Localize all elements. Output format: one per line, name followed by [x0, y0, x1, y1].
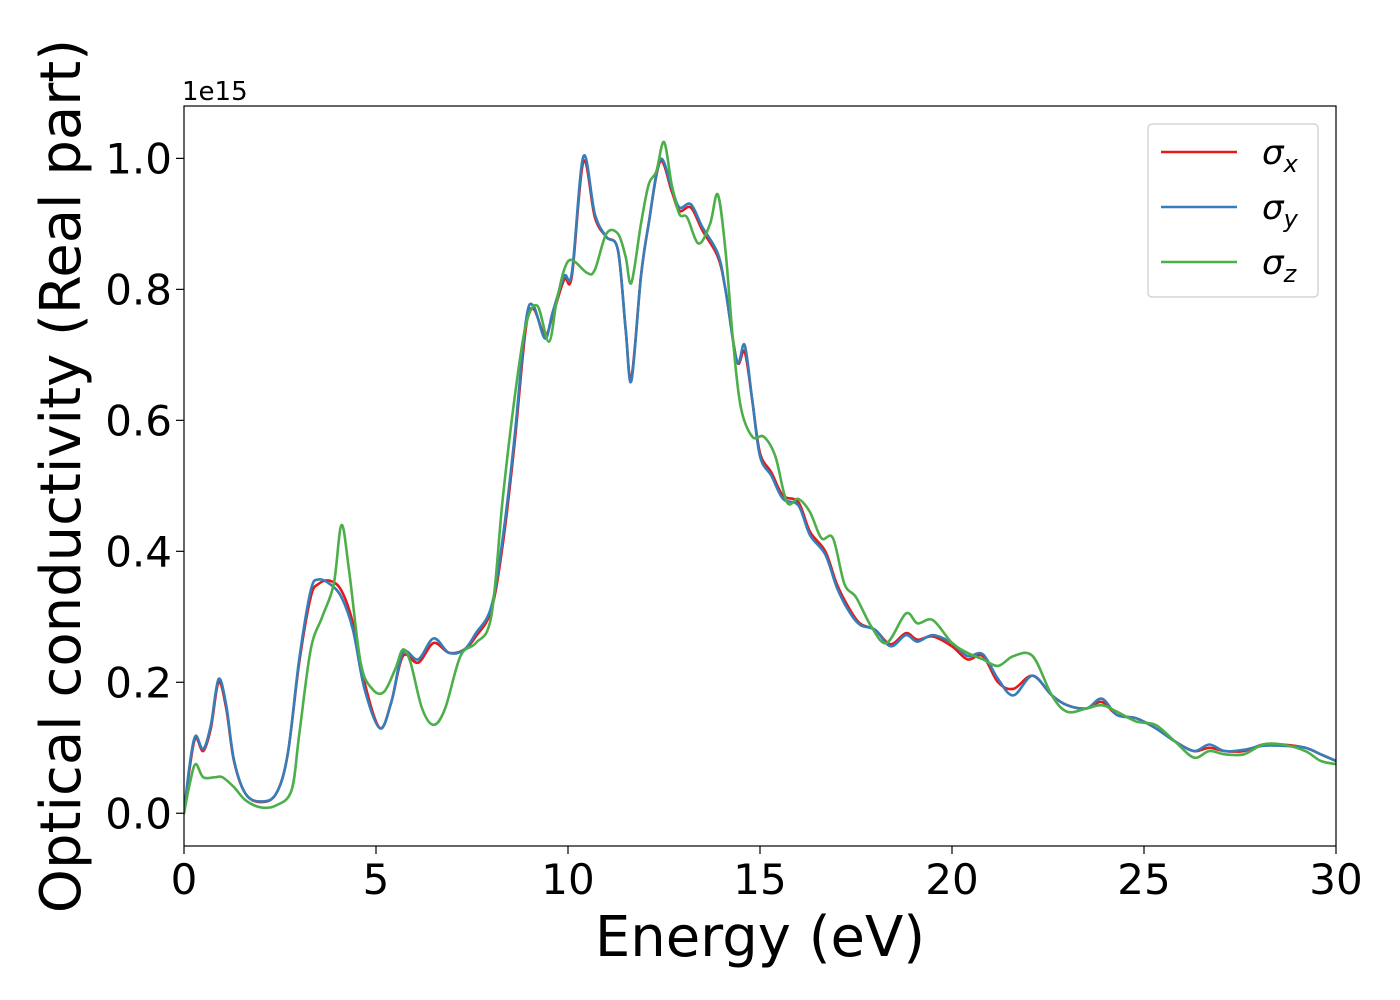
y-tick-label: 0.6: [105, 396, 172, 445]
legend: σx σy σz: [1147, 123, 1319, 298]
legend-label-sigma-y: σy: [1262, 188, 1299, 233]
x-tick-label: 15: [733, 855, 786, 904]
series-layer: [184, 140, 1336, 815]
y-tick-label: 0.2: [105, 658, 172, 707]
x-tick-label: 5: [363, 855, 390, 904]
legend-label-sigma-x: σx: [1262, 133, 1299, 178]
y-tick-label: 0.8: [105, 265, 172, 314]
legend-box: [1147, 123, 1319, 298]
y-axis-label: Optical conductivity (Real part): [29, 39, 94, 913]
y-tick-label: 0.0: [105, 789, 172, 838]
y-offset-text: 1e15: [182, 77, 248, 107]
x-tick-label: 20: [925, 855, 978, 904]
x-tick-label: 25: [1117, 855, 1170, 904]
series-line-sigma-z: [184, 140, 1336, 815]
y-tick-label: 0.4: [105, 527, 172, 576]
x-tick-label: 0: [171, 855, 198, 904]
x-tick-label: 10: [541, 855, 594, 904]
y-axis-ticks: 0.0 0.2 0.4 0.6 0.8 1.0: [105, 134, 184, 838]
x-axis-ticks: 0 5 10 15 20 25 30: [171, 846, 1363, 904]
legend-label-sigma-z: σz: [1262, 243, 1298, 288]
x-tick-label: 30: [1309, 855, 1362, 904]
x-axis-label: Energy (eV): [595, 905, 925, 970]
y-tick-label: 1.0: [105, 134, 172, 183]
